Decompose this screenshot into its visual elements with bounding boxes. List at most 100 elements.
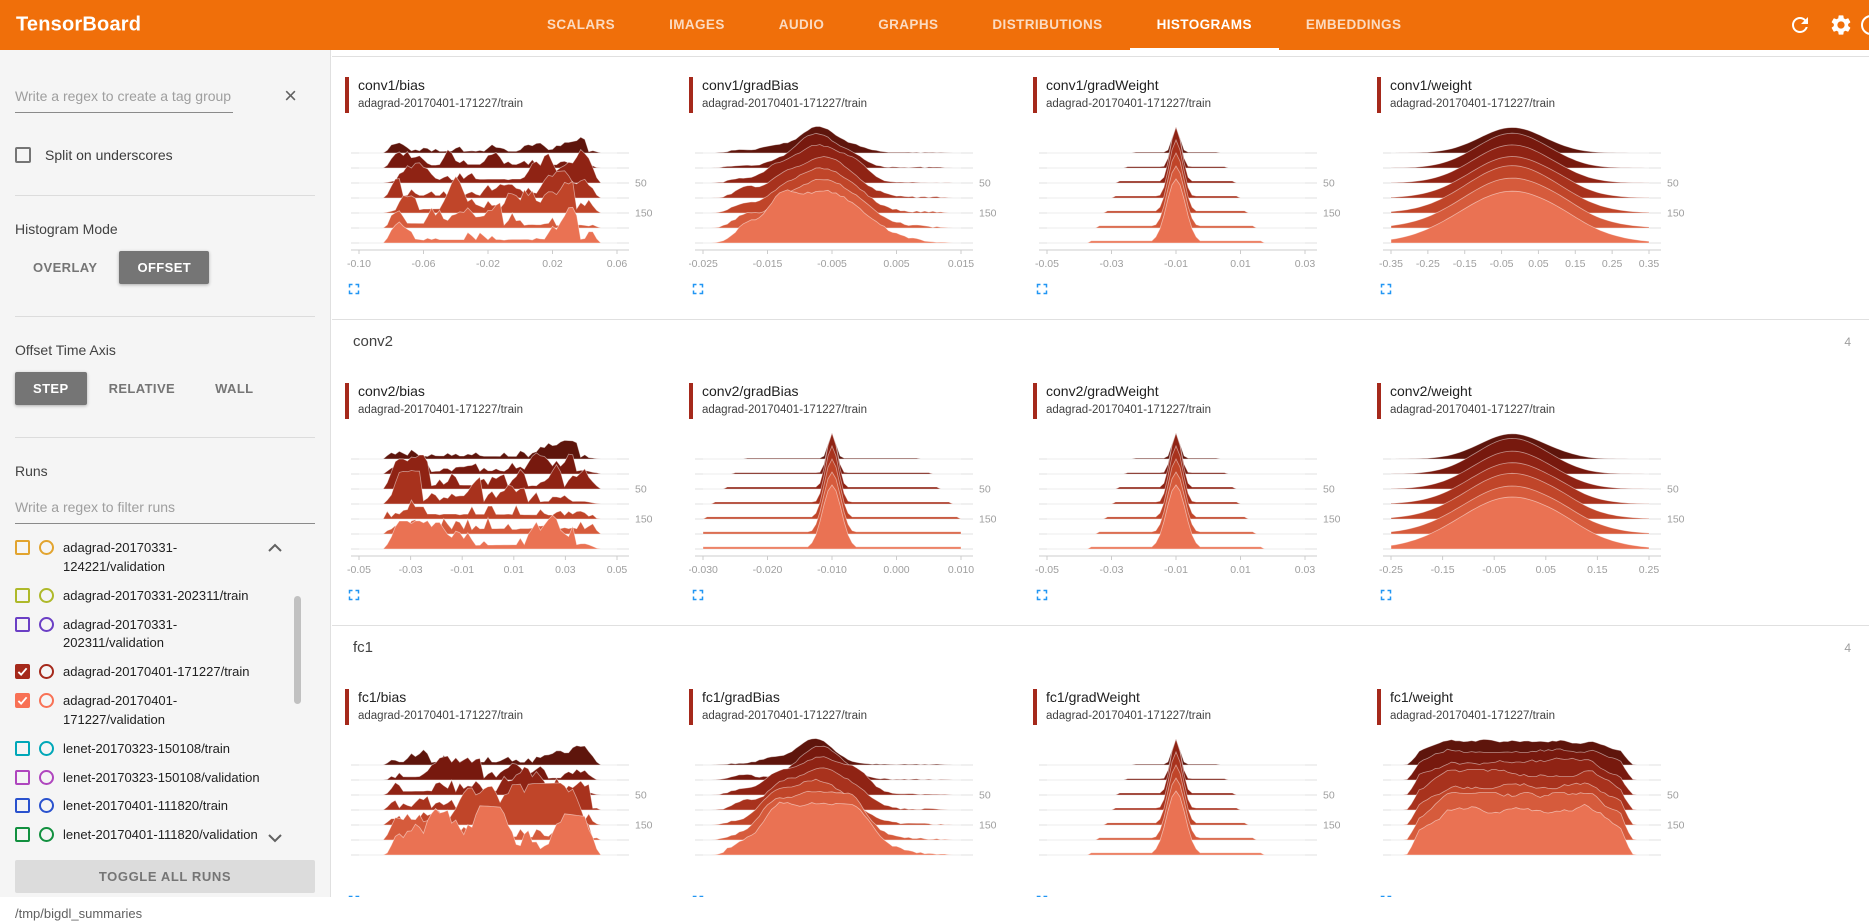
svg-text:-0.10: -0.10: [347, 258, 371, 270]
expand-icon[interactable]: [689, 589, 707, 608]
svg-text:0.02: 0.02: [542, 258, 563, 270]
run-checkbox[interactable]: [15, 827, 30, 843]
card-run-subtitle: adagrad-20170401-171227/train: [702, 403, 867, 416]
expand-icon[interactable]: [1377, 283, 1395, 302]
expand-icon[interactable]: [1033, 283, 1051, 302]
offset-time-axis-relative-button[interactable]: RELATIVE: [108, 381, 176, 396]
expand-icon[interactable]: [689, 283, 707, 302]
run-checkbox[interactable]: [15, 587, 30, 603]
svg-text:0.01: 0.01: [504, 564, 525, 576]
group-card-count: 4: [1844, 334, 1851, 349]
settings-icon[interactable]: [1829, 13, 1853, 37]
close-icon[interactable]: ×: [284, 83, 297, 108]
run-checkbox[interactable]: [15, 798, 30, 814]
histogram-mode-overlay-button[interactable]: OVERLAY: [33, 260, 98, 275]
card-run-subtitle: adagrad-20170401-171227/train: [1046, 97, 1211, 110]
chevron-down-icon[interactable]: [267, 830, 283, 843]
tab-images[interactable]: IMAGES: [669, 16, 725, 32]
tab-audio[interactable]: AUDIO: [778, 16, 825, 32]
toggle-all-runs-button[interactable]: TOGGLE ALL RUNS: [15, 860, 315, 893]
expand-icon[interactable]: [1377, 589, 1395, 608]
run-name: lenet-20170401-111820/validation: [63, 827, 258, 843]
tab-graphs[interactable]: GRAPHS: [878, 16, 939, 32]
run-color-bar: [1033, 689, 1037, 725]
group-header-conv2[interactable]: conv2 4: [332, 319, 1869, 363]
svg-text:50: 50: [1323, 484, 1335, 496]
run-checkbox[interactable]: [15, 540, 30, 555]
run-color-bar: [345, 383, 349, 419]
run-item[interactable]: adagrad-20170401-171227/train: [15, 658, 265, 687]
app-title: TensorBoard: [16, 13, 142, 36]
run-radio[interactable]: [39, 693, 54, 709]
tab-distributions[interactable]: DISTRIBUTIONS: [992, 16, 1103, 32]
checkbox-icon[interactable]: [15, 147, 31, 163]
chevron-up-icon[interactable]: [267, 540, 283, 552]
run-radio[interactable]: [39, 540, 54, 555]
card-tag-title: conv2/bias: [358, 383, 425, 399]
expand-icon[interactable]: [345, 283, 363, 302]
run-item[interactable]: adagrad-20170331-124221/validation: [15, 534, 265, 582]
chart-area: 50 150: [1377, 735, 1721, 892]
card-header: conv2/bias adagrad-20170401-171227/train: [345, 383, 689, 419]
svg-text:150: 150: [1323, 820, 1341, 832]
run-radio[interactable]: [39, 827, 54, 843]
run-radio[interactable]: [39, 616, 54, 632]
card-tag-title: conv1/weight: [1390, 77, 1472, 93]
svg-text:150: 150: [1323, 208, 1341, 220]
histogram-mode-offset-button[interactable]: OFFSET: [119, 251, 210, 284]
svg-text:0.01: 0.01: [1230, 258, 1251, 270]
run-checkbox[interactable]: [15, 664, 30, 680]
svg-text:-0.02: -0.02: [476, 258, 500, 270]
run-name: lenet-20170401-111820/train: [63, 798, 229, 814]
offset-time-axis-options: STEP RELATIVE WALL: [15, 372, 315, 405]
group-name: conv2: [353, 333, 394, 350]
offset-time-axis-label: Offset Time Axis: [15, 342, 116, 358]
run-radio[interactable]: [39, 740, 54, 756]
svg-text:150: 150: [979, 514, 997, 526]
refresh-icon[interactable]: [1788, 13, 1812, 37]
tag-group-regex-input[interactable]: [15, 84, 233, 113]
tab-scalars[interactable]: SCALARS: [547, 16, 616, 32]
svg-text:-0.020: -0.020: [753, 564, 783, 576]
chart-area: 50 150 -0.05 -0.03 -0.01 0.01 0.03: [1033, 429, 1377, 586]
runs-filter-input[interactable]: [15, 495, 315, 524]
offset-time-axis-step-button[interactable]: STEP: [15, 372, 87, 405]
run-checkbox[interactable]: [15, 616, 30, 632]
run-radio[interactable]: [39, 769, 54, 785]
run-radio[interactable]: [39, 798, 54, 814]
run-checkbox[interactable]: [15, 740, 30, 756]
histogram-chart: 50 150: [1383, 738, 1685, 856]
tab-histograms[interactable]: HISTOGRAMS: [1129, 0, 1279, 50]
svg-text:150: 150: [1667, 208, 1685, 220]
run-radio[interactable]: [39, 664, 54, 680]
run-item[interactable]: lenet-20170401-112317/train: [15, 850, 265, 856]
group-header-fc1[interactable]: fc1 4: [332, 625, 1869, 669]
svg-text:0.03: 0.03: [1295, 258, 1316, 270]
expand-icon[interactable]: [1033, 589, 1051, 608]
run-checkbox[interactable]: [15, 769, 30, 785]
help-icon[interactable]: [1859, 13, 1869, 37]
runs-list: adagrad-20170331-124221/validation adagra…: [15, 534, 315, 856]
run-radio[interactable]: [39, 587, 54, 603]
histogram-chart: 50 150 -0.35 -0.25 -0.15 -0.05 0.05 0.15 0.25 0.3…: [1379, 127, 1685, 270]
run-item[interactable]: lenet-20170401-111820/train: [15, 792, 265, 821]
svg-text:-0.025: -0.025: [689, 258, 718, 270]
histogram-card-conv1-weight: conv1/weight adagrad-20170401-171227/trai…: [1377, 57, 1721, 303]
expand-icon[interactable]: [345, 589, 363, 608]
chart-area: 50 150 -0.025 -0.015 -0.005 0.005 0.015: [688, 123, 1033, 280]
run-color-bar: [1033, 77, 1037, 113]
tab-embeddings[interactable]: EMBEDDINGS: [1305, 16, 1402, 32]
run-name: adagrad-20170331-202311/train: [63, 587, 249, 603]
card-run-subtitle: adagrad-20170401-171227/train: [1046, 403, 1211, 416]
run-item[interactable]: adagrad-20170401-171227/validation: [15, 687, 265, 735]
run-item[interactable]: lenet-20170401-111820/validation: [15, 821, 265, 850]
run-item[interactable]: adagrad-20170331-202311/train: [15, 582, 265, 611]
run-checkbox[interactable]: [15, 693, 30, 709]
scrollbar-thumb[interactable]: [294, 596, 301, 704]
run-item[interactable]: lenet-20170323-150108/train: [15, 735, 265, 764]
card-header: fc1/weight adagrad-20170401-171227/train: [1377, 689, 1721, 725]
run-item[interactable]: adagrad-20170331-202311/validation: [15, 611, 265, 659]
offset-time-axis-wall-button[interactable]: WALL: [215, 381, 254, 396]
split-on-underscores-checkbox-row[interactable]: Split on underscores: [15, 147, 315, 163]
run-item[interactable]: lenet-20170323-150108/validation: [15, 764, 265, 793]
